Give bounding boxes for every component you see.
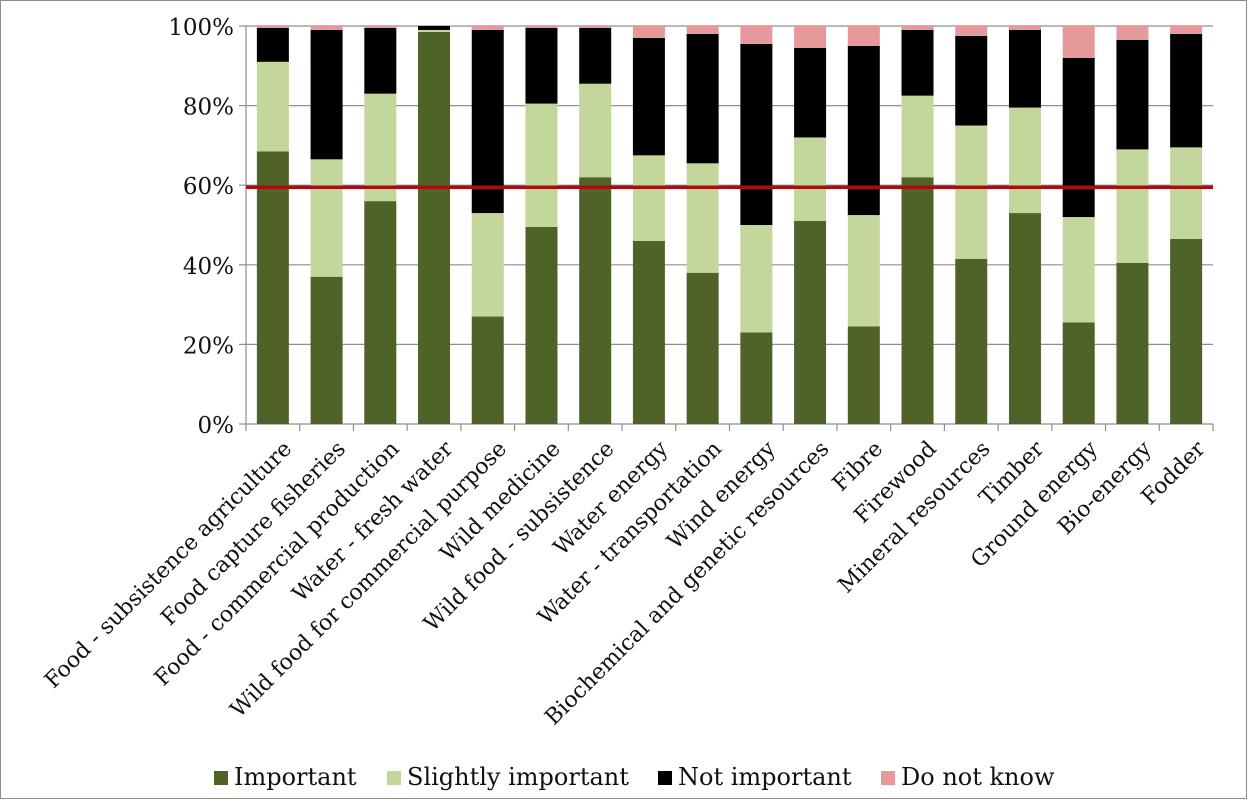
bar-segment (955, 125, 988, 259)
bar-segment (418, 29, 451, 32)
bar-segment (525, 26, 558, 28)
bar-segment (847, 326, 880, 424)
legend-item: Do not know (881, 763, 1055, 791)
bar-segment (847, 215, 880, 327)
bar-segment (1008, 213, 1041, 424)
bar-segment (418, 26, 451, 30)
bar-segment (901, 29, 934, 96)
bar-segment (364, 26, 397, 28)
legend-label: Important (234, 763, 357, 791)
bar-segment (310, 276, 343, 424)
bar-segment (740, 225, 773, 333)
bar-segment (955, 258, 988, 424)
bar-segment (579, 27, 612, 84)
bar-segment (686, 272, 719, 424)
bar-segment (256, 151, 289, 424)
legend-swatch (387, 771, 401, 785)
bar-segment (310, 26, 343, 30)
bar-segment (686, 163, 719, 273)
bar-segment (310, 29, 343, 160)
bar-segment (632, 240, 665, 424)
bar-segment (579, 83, 612, 178)
bar-segment (364, 93, 397, 202)
bar-segment (1008, 26, 1041, 30)
legend-label: Slightly important (407, 763, 629, 791)
bar-segment (1170, 33, 1203, 148)
bar-segment (1008, 107, 1041, 214)
bar-segment (794, 26, 827, 48)
bar-segment (364, 27, 397, 94)
legend-item: Slightly important (387, 763, 629, 791)
bar-segment (471, 213, 504, 317)
legend-label: Not important (678, 763, 852, 791)
bar-segment (579, 177, 612, 424)
bar-segment (1116, 262, 1149, 424)
bar-segment (740, 332, 773, 424)
bar-segment (256, 61, 289, 152)
bars (256, 26, 1203, 424)
legend-item: Important (214, 763, 357, 791)
bar-segment (901, 26, 934, 30)
bar-segment (794, 221, 827, 424)
bar-segment (955, 26, 988, 36)
bar-segment (632, 37, 665, 156)
bar-segment (471, 29, 504, 214)
bar-segment (847, 45, 880, 216)
bar-segment (632, 155, 665, 241)
legend-swatch (214, 771, 228, 785)
bar-segment (579, 26, 612, 28)
y-tick-label: 0% (198, 413, 235, 439)
bar-segment (740, 43, 773, 225)
bar-segment (525, 27, 558, 104)
y-axis-tick-labels: 0% 20% 40% 60% 80% 100% (168, 15, 234, 439)
bar-segment (847, 26, 880, 46)
bar-segment (1008, 29, 1041, 108)
y-tick-label: 100% (168, 15, 234, 41)
bar-segment (1062, 26, 1095, 58)
bar-segment (1170, 26, 1203, 34)
bar-segment (686, 33, 719, 164)
legend-swatch (658, 771, 672, 785)
bar-segment (794, 137, 827, 222)
y-tick-label: 40% (183, 254, 234, 280)
gridlines (246, 25, 1213, 345)
bar-segment (686, 26, 719, 34)
bar-segment (471, 26, 504, 30)
y-tick-label: 80% (183, 95, 234, 121)
bar-segment (256, 26, 289, 28)
bar-segment (901, 95, 934, 178)
bar-segment (1062, 322, 1095, 424)
bar-segment (632, 26, 665, 38)
legend: Important Slightly important Not important… (214, 763, 1055, 791)
bar-segment (1116, 39, 1149, 150)
y-tick-label: 60% (183, 174, 234, 200)
axes (239, 25, 1214, 431)
bar-segment (525, 103, 558, 227)
bar-segment (364, 201, 397, 424)
bar-segment (310, 159, 343, 277)
bar-segment (1170, 147, 1203, 239)
y-tick-label: 20% (183, 333, 234, 359)
legend-swatch (881, 771, 895, 785)
bar-segment (1062, 57, 1095, 218)
legend-label: Do not know (901, 763, 1055, 791)
bar-segment (1170, 238, 1203, 424)
bar-segment (1116, 149, 1149, 263)
bar-segment (955, 35, 988, 126)
bar-segment (794, 47, 827, 138)
bar-segment (1062, 217, 1095, 323)
bar-segment (901, 177, 934, 424)
bar-segment (256, 27, 289, 62)
bar-segment (471, 316, 504, 424)
bar-segment (740, 26, 773, 44)
bar-segment (525, 226, 558, 424)
bar-segment (1116, 26, 1149, 40)
bar-segment (418, 31, 451, 424)
legend-item: Not important (658, 763, 852, 791)
